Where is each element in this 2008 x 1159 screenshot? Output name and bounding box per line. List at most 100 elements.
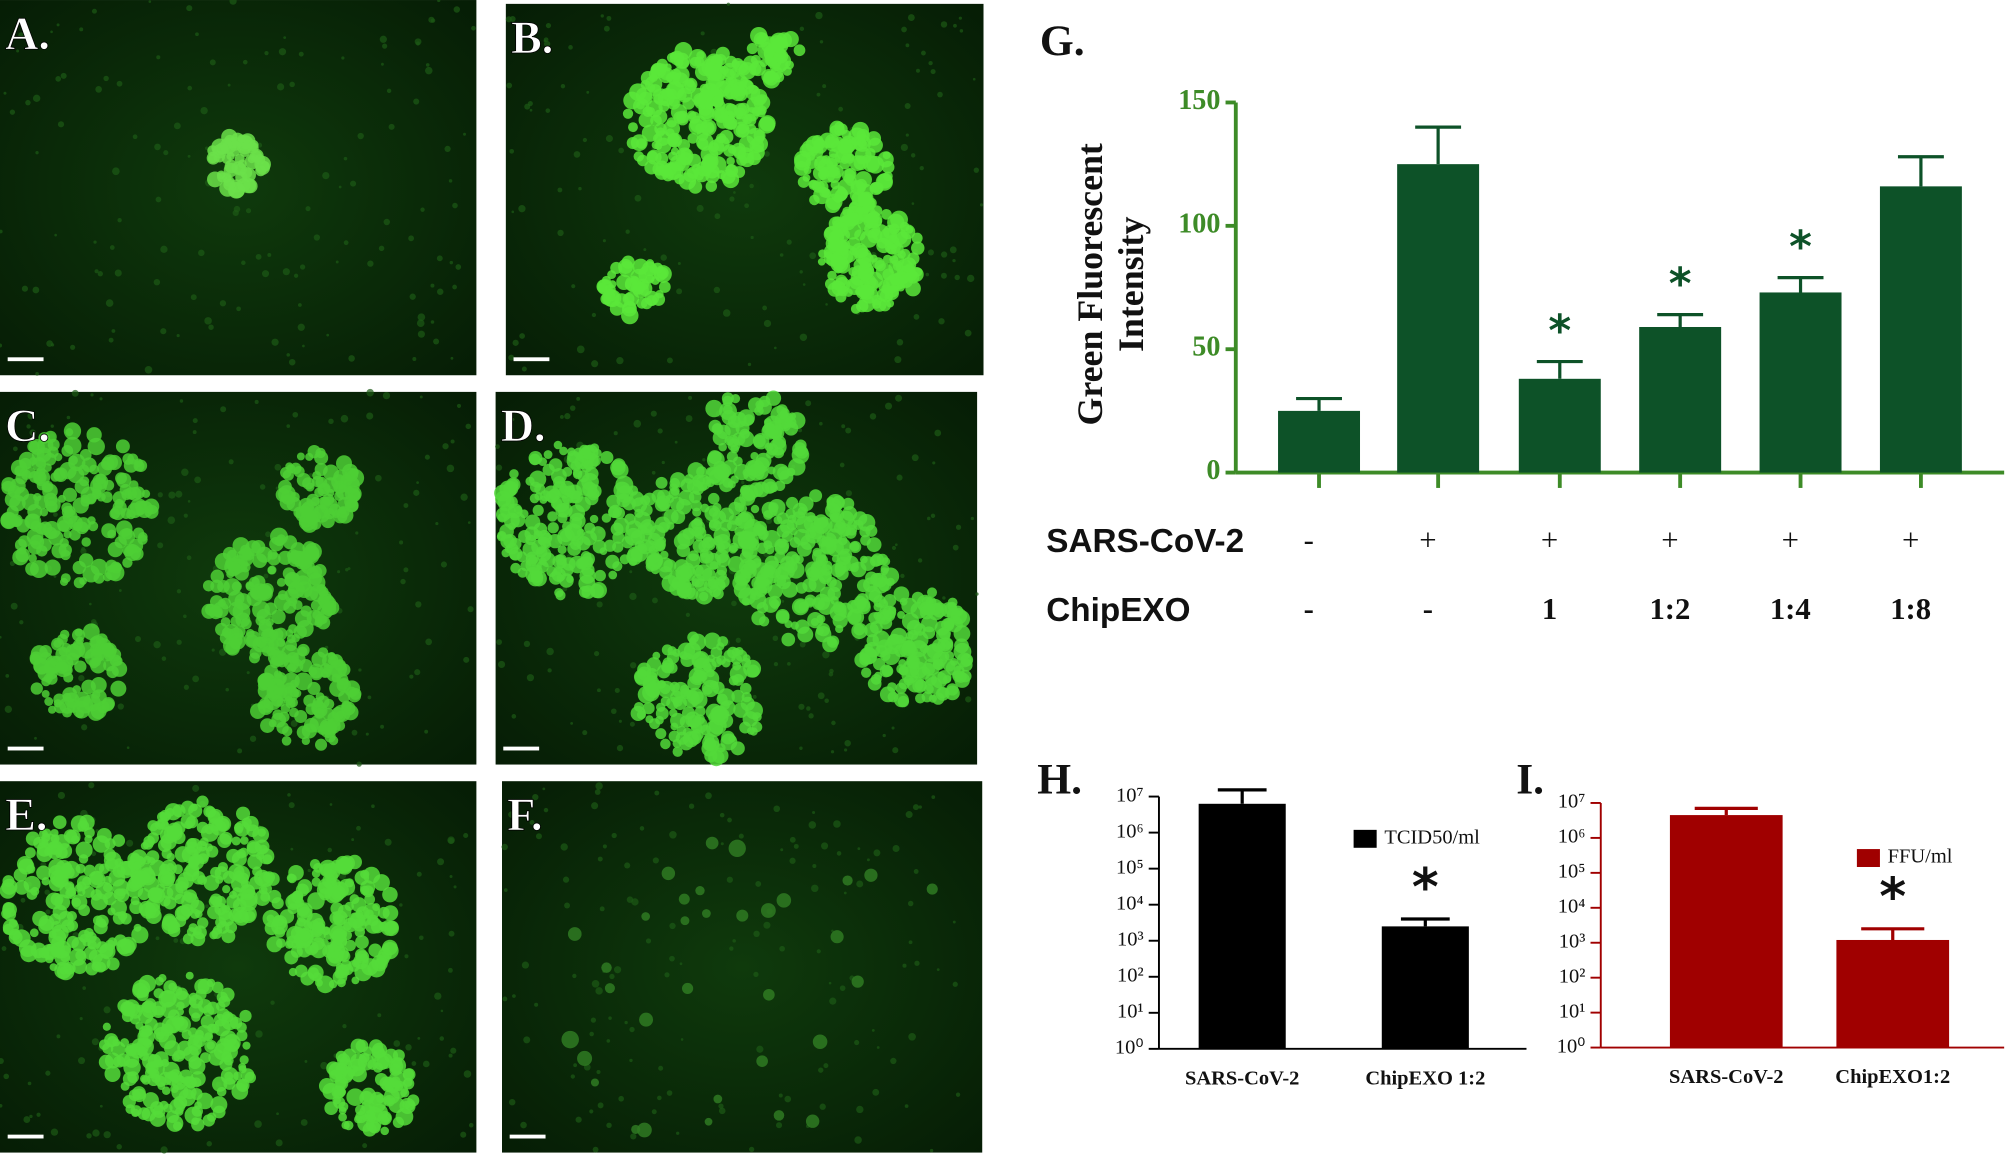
cell [926,883,938,895]
cell [60,72,67,79]
cell [896,474,903,481]
cell [815,516,833,534]
cell [694,578,708,592]
cell [871,294,883,306]
cell [118,589,122,592]
cell [621,301,637,317]
cell [677,261,681,265]
cell [760,903,776,918]
cell [127,453,139,465]
cell [836,144,853,161]
cell [759,58,768,68]
cell [751,611,766,626]
cell [932,461,936,465]
cell [436,255,443,262]
y-tick-label: 10⁷ [1116,784,1144,806]
cell [37,665,54,682]
cell [207,808,224,825]
cell [87,437,105,456]
cell [777,562,795,580]
cell [120,1038,130,1048]
cell [192,430,197,435]
cell [371,1042,388,1059]
cell [802,283,806,286]
cell [772,635,779,642]
cell [139,869,156,886]
cell [351,897,367,913]
cell [198,249,205,257]
cell [973,167,980,173]
cell [188,1055,202,1070]
micrographs [0,0,984,1154]
legend-label: TCID50/ml [1384,827,1480,849]
cell [0,1103,3,1108]
cell [386,88,392,94]
cell [646,295,658,307]
cell [375,474,382,482]
cell [532,793,539,801]
cell [361,958,379,976]
cell [590,1078,600,1087]
cell [448,837,455,844]
cell [430,283,435,288]
cell [82,623,100,641]
cell [223,178,236,191]
cell [666,662,678,674]
cell [881,284,891,294]
cell [733,191,736,194]
cell [121,528,133,540]
cell [829,579,843,593]
cell [881,557,891,566]
cell [730,394,741,404]
cell [446,464,455,473]
cell [564,902,571,909]
cell [235,170,248,184]
cell [69,529,81,541]
cell [713,286,721,294]
cell [608,570,618,580]
cell [629,570,633,574]
cell [167,924,181,938]
cell [944,602,958,616]
cell [629,592,637,601]
condition-value: 1:8 [1890,592,1931,626]
cell [143,498,160,515]
cell [908,940,913,945]
cell [264,51,269,56]
cell [711,656,722,668]
y-tick-label: 10⁰ [1557,1035,1586,1057]
cell [168,1009,180,1021]
cell [298,51,304,57]
cell [666,651,680,664]
cell [773,661,779,667]
condition-value: 1 [1542,592,1557,626]
cell [205,904,209,909]
cell [972,77,976,81]
cell [719,129,734,144]
cell [237,134,247,143]
cell [206,1141,212,1147]
cell [824,134,839,149]
condition-value: + [1782,523,1799,557]
cell [331,928,347,943]
cell [296,942,312,958]
cell [887,691,899,703]
cell [603,25,610,32]
cell [176,639,182,645]
cell [609,973,615,980]
cell [246,671,250,675]
cell [905,133,909,137]
cell [669,830,677,839]
cell [437,858,445,866]
cell [274,627,288,641]
cell [671,509,686,525]
cell [26,424,31,429]
cell [21,285,29,292]
cell [501,843,508,851]
cell [799,641,806,648]
cell [209,59,216,66]
cell [639,1012,654,1027]
cell [44,697,54,706]
cell [417,1036,421,1040]
cell [244,540,261,557]
